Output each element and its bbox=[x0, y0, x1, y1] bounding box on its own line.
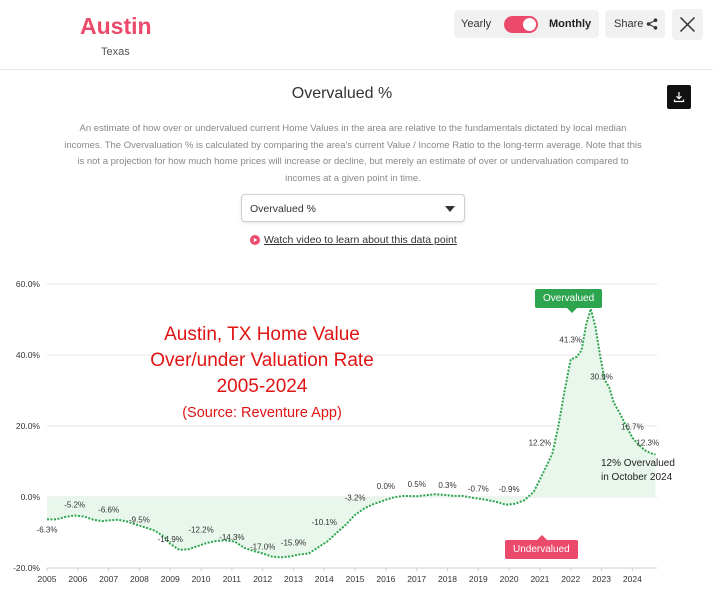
data-label: 30.9% bbox=[590, 372, 613, 381]
overlay-title-line2: Over/under Valuation Rate bbox=[150, 350, 374, 371]
frequency-switch[interactable] bbox=[504, 16, 538, 33]
data-label: 0.5% bbox=[408, 480, 426, 489]
share-button[interactable]: Share bbox=[605, 10, 665, 38]
data-label: -10.1% bbox=[312, 518, 337, 527]
x-tick-label: 2011 bbox=[223, 574, 242, 584]
data-label: -15.9% bbox=[281, 538, 306, 547]
data-label: -0.7% bbox=[468, 484, 489, 493]
chart-area bbox=[47, 308, 656, 558]
overvalued-chart: -20.0% 0.0% 20.0% 40.0% 60.0% 2005 2006 2007 20… bbox=[0, 260, 713, 606]
x-tick-label: 2016 bbox=[376, 574, 395, 584]
switch-knob bbox=[523, 18, 536, 31]
y-tick-label: 20.0% bbox=[16, 421, 41, 431]
data-label: 41.3% bbox=[559, 335, 582, 344]
x-tick-label: 2022 bbox=[561, 574, 580, 584]
overlay-title-line3: 2005-2024 bbox=[216, 376, 308, 397]
note-line2: in October 2024 bbox=[601, 472, 673, 483]
chart-title-overlay: Austin, TX Home Value Over/under Valuati… bbox=[130, 322, 394, 424]
caret-down-icon bbox=[445, 206, 455, 212]
x-tick-label: 2021 bbox=[530, 574, 549, 584]
dropdown-selected-value: Overvalued % bbox=[250, 203, 316, 215]
download-button[interactable] bbox=[667, 85, 691, 109]
data-label: 12.2% bbox=[529, 439, 552, 448]
data-label: -14.3% bbox=[219, 533, 244, 542]
toggle-yearly-label[interactable]: Yearly bbox=[461, 18, 492, 30]
x-tick-label: 2015 bbox=[346, 574, 365, 584]
chart-line bbox=[47, 307, 656, 559]
toggle-monthly-label[interactable]: Monthly bbox=[549, 18, 592, 30]
chart-svg: -20.0%0.0%20.0%40.0%60.0% 2005 2006 2007 20… bbox=[13, 279, 660, 584]
x-axis-labels: 2005 2006 2007 2008 2009 2010 2011 2012 2013 2014… bbox=[38, 574, 643, 584]
x-tick-label: 2020 bbox=[500, 574, 519, 584]
share-icon bbox=[646, 18, 658, 30]
section-description: An estimate of how over or undervalued c… bbox=[64, 123, 642, 184]
x-tick-label: 2018 bbox=[438, 574, 457, 584]
data-label: -14.9% bbox=[158, 535, 183, 544]
x-tick-label: 2012 bbox=[253, 574, 272, 584]
close-button[interactable] bbox=[672, 9, 703, 40]
section-title: Overvalued % bbox=[291, 85, 393, 102]
x-tick-label: 2019 bbox=[469, 574, 488, 584]
x-tick-label: 2010 bbox=[192, 574, 211, 584]
x-tick-label: 2005 bbox=[38, 574, 57, 584]
data-label: 12.3% bbox=[636, 438, 659, 447]
x-tick-label: 2009 bbox=[161, 574, 180, 584]
data-label: -0.9% bbox=[499, 485, 520, 494]
x-tick-label: 2024 bbox=[623, 574, 642, 584]
y-axis-labels: -20.0% 0.0% 20.0% 40.0% 60.0% bbox=[13, 279, 40, 573]
download-icon bbox=[673, 92, 685, 103]
x-tick-label: 2017 bbox=[407, 574, 426, 584]
video-link-text: Watch video to learn about this data poi… bbox=[264, 234, 457, 246]
data-label: -17.0% bbox=[250, 542, 275, 551]
undervalued-badge: Undervalued bbox=[505, 535, 578, 559]
y-tick-label: -20.0% bbox=[13, 563, 40, 573]
x-tick-label: 2008 bbox=[130, 574, 149, 584]
y-tick-label: 60.0% bbox=[16, 279, 41, 289]
overvalued-badge: Overvalued bbox=[535, 289, 603, 313]
close-icon bbox=[679, 16, 696, 33]
state-name: Texas bbox=[101, 46, 130, 58]
data-label: -3.2% bbox=[345, 493, 366, 502]
data-label: -6.3% bbox=[37, 525, 58, 534]
data-label: -12.2% bbox=[188, 525, 213, 534]
y-tick-label: 0.0% bbox=[21, 492, 41, 502]
play-icon bbox=[250, 235, 260, 245]
y-tick-label: 40.0% bbox=[16, 350, 41, 360]
x-tick-label: 2023 bbox=[592, 574, 611, 584]
latest-value-note: 12% Overvalued in October 2024 bbox=[601, 457, 675, 485]
overlay-title-line1: Austin, TX Home Value bbox=[164, 324, 360, 345]
x-tick-label: 2014 bbox=[315, 574, 334, 584]
data-label: 0.3% bbox=[438, 481, 456, 490]
metric-dropdown[interactable]: Overvalued % bbox=[241, 194, 465, 222]
x-tick-label: 2006 bbox=[68, 574, 87, 584]
overlay-source: (Source: Reventure App) bbox=[182, 405, 342, 421]
data-label: -5.2% bbox=[64, 500, 85, 509]
data-label: -9.5% bbox=[129, 516, 150, 525]
data-label: -6.6% bbox=[98, 505, 119, 514]
data-label: 0.0% bbox=[377, 482, 395, 491]
series-area bbox=[47, 308, 656, 558]
top-bar: Austin Texas Yearly Monthly Share bbox=[0, 0, 713, 70]
data-labels: -6.3% -5.2% -6.6% -9.5% -14.9% -12.2% -14.3% -1… bbox=[37, 335, 660, 551]
x-tick-label: 2007 bbox=[99, 574, 118, 584]
city-name: Austin bbox=[80, 13, 152, 39]
series-line bbox=[47, 307, 656, 559]
data-label: 16.7% bbox=[621, 423, 644, 432]
frequency-toggle[interactable]: Yearly Monthly bbox=[454, 10, 599, 38]
share-label: Share bbox=[614, 18, 644, 30]
note-line1: 12% Overvalued bbox=[601, 458, 675, 469]
x-tick-label: 2013 bbox=[284, 574, 303, 584]
